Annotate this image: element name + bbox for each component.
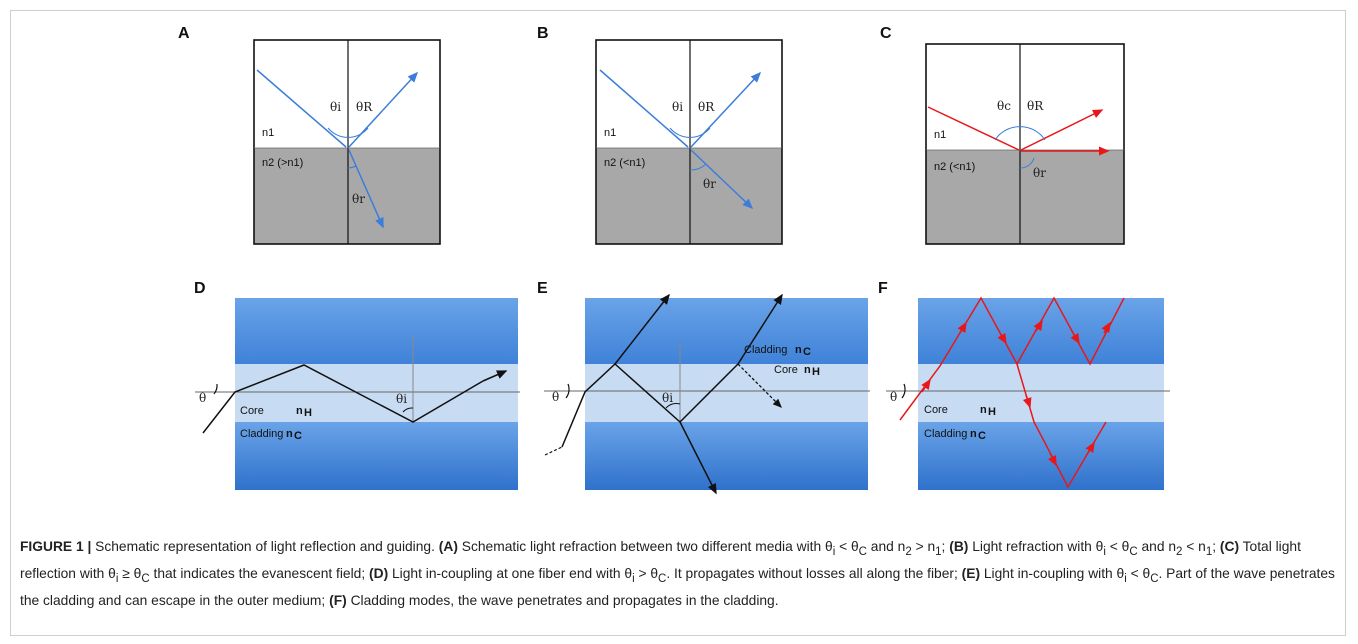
panel-a-n2: n2 (>n1) xyxy=(262,157,303,169)
panel-d-core-sub: H xyxy=(304,407,312,419)
panel-b-theta-r: θr xyxy=(703,177,716,191)
panel-e-cladding-label: Cladding xyxy=(744,344,787,356)
panel-d-core xyxy=(235,364,518,422)
panel-e-cladding-sub: C xyxy=(803,346,811,358)
panel-f-tag: F xyxy=(878,280,888,297)
panel-a-refracted-ray xyxy=(348,149,384,229)
panel-d-guided-ray xyxy=(202,364,484,434)
panel-d-cladding-sub: C xyxy=(294,430,302,442)
panel-e-tag: E xyxy=(537,280,548,297)
caption-d-tag: (D) xyxy=(369,565,389,581)
panel-f-core-label: Core xyxy=(924,404,948,416)
panel-d-cladding-top xyxy=(235,298,518,364)
panel-f-theta: θ xyxy=(890,390,897,404)
figure-diagram: A θi θR θr n1 n2 (>n1) B θi θR θr n1 n2 … xyxy=(178,25,1170,495)
panel-c: C θc θR θr n1 n2 (<n1) xyxy=(880,25,1125,245)
panel-c-n2: n2 (<n1) xyxy=(934,161,975,173)
panel-b-n1: n1 xyxy=(604,127,616,139)
panel-e-theta-i: θi xyxy=(662,391,673,405)
caption-f-tag: (F) xyxy=(329,592,347,608)
panel-f-cladding-label: Cladding xyxy=(924,428,967,440)
panel-d-cladding-bottom xyxy=(235,422,518,490)
panel-a-incident-ray xyxy=(256,69,347,148)
panel-b: B θi θR θr n1 n2 (<n1) xyxy=(537,25,783,245)
panel-a-medium-n2 xyxy=(254,148,440,244)
panel-b-theta-i: θi xyxy=(672,100,683,114)
panel-d: D θ θi Core n H Cladding n C xyxy=(194,280,520,490)
panel-e-core-label: Core xyxy=(774,364,798,376)
caption-e-tag: (E) xyxy=(961,565,981,581)
panel-d-core-n: n xyxy=(296,405,303,417)
panel-d-cladding-label: Cladding xyxy=(240,428,283,440)
caption-c-tag: (C) xyxy=(1219,539,1240,554)
panel-c-theta-r: θr xyxy=(1033,166,1046,180)
panel-e-core-n: n xyxy=(804,364,811,376)
panel-f-cladding-bottom xyxy=(918,422,1164,490)
panel-d-cladding-n: n xyxy=(286,428,293,440)
panel-d-theta-i: θi xyxy=(396,392,407,406)
caption-figure-label: FIGURE 1 | xyxy=(20,539,92,554)
panel-b-refracted-ray xyxy=(690,149,754,210)
panel-f-cladding-sub: C xyxy=(978,430,986,442)
panel-f-core-sub: H xyxy=(988,406,996,418)
caption-b-tag: (B) xyxy=(949,539,969,554)
caption-a-text: Schematic light refraction between two d… xyxy=(457,539,833,554)
panel-b-n2: n2 (<n1) xyxy=(604,157,645,169)
panel-e-core-sub: H xyxy=(812,366,820,378)
panel-a-tag: A xyxy=(178,25,190,42)
panel-c-n1: n1 xyxy=(934,129,946,141)
panel-c-tag: C xyxy=(880,25,892,42)
panel-a: A θi θR θr n1 n2 (>n1) xyxy=(178,25,441,245)
panel-e-cladding-bottom xyxy=(585,422,868,490)
panel-c-incident-ray xyxy=(927,106,1020,151)
panel-e-theta: θ xyxy=(552,390,559,404)
panel-d-tag: D xyxy=(194,280,206,297)
panel-c-medium-n2 xyxy=(926,150,1124,244)
panel-a-n1: n1 xyxy=(262,127,274,139)
panel-a-theta-i: θi xyxy=(330,100,341,114)
panel-e-cladding-top xyxy=(585,298,868,364)
panel-f: F θ Core n H Cladding n C xyxy=(878,280,1170,490)
panel-b-theta-R: θR xyxy=(698,100,715,114)
panel-a-theta-r: θr xyxy=(352,192,365,206)
panel-c-theta-R: θR xyxy=(1027,99,1044,113)
caption-a-tag: (A) xyxy=(438,539,458,554)
caption-lead: Schematic representation of light reflec… xyxy=(91,539,439,554)
panel-d-theta: θ xyxy=(199,391,206,405)
panel-b-incident-ray xyxy=(599,69,689,148)
figure-frame xyxy=(10,10,1346,636)
panel-f-core-n: n xyxy=(980,404,987,416)
panel-e-core xyxy=(585,364,868,422)
panel-d-core-label: Core xyxy=(240,405,264,417)
panel-b-tag: B xyxy=(537,25,549,42)
panel-e: E θ θi Cladding n C Core n H xyxy=(537,280,870,495)
panel-e-cladding-n: n xyxy=(795,344,802,356)
panel-c-reflected-ray xyxy=(1020,109,1104,151)
figure-caption: FIGURE 1 | Schematic representation of l… xyxy=(20,539,1335,608)
panel-a-theta-R: θR xyxy=(356,100,373,114)
panel-c-theta-c: θc xyxy=(997,99,1011,113)
panel-b-medium-n2 xyxy=(596,148,782,244)
panel-f-cladding-n: n xyxy=(970,428,977,440)
panel-f-core xyxy=(918,364,1164,422)
panel-f-cladding-top xyxy=(918,298,1164,364)
